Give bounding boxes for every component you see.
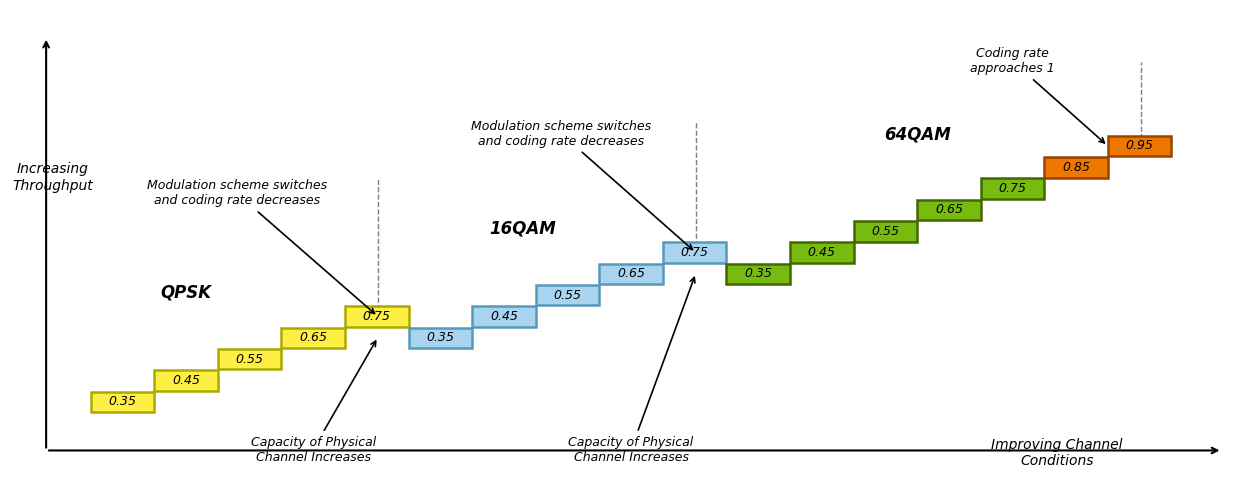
Text: 64QAM: 64QAM — [884, 126, 950, 144]
FancyBboxPatch shape — [217, 349, 282, 369]
FancyBboxPatch shape — [91, 392, 154, 412]
Text: 0.75: 0.75 — [999, 182, 1027, 195]
FancyBboxPatch shape — [790, 242, 853, 263]
Text: QPSK: QPSK — [160, 284, 211, 302]
Text: 0.35: 0.35 — [744, 268, 773, 281]
Text: Modulation scheme switches
and coding rate decreases: Modulation scheme switches and coding ra… — [147, 179, 375, 313]
FancyBboxPatch shape — [472, 306, 535, 327]
FancyBboxPatch shape — [282, 327, 345, 348]
FancyBboxPatch shape — [917, 199, 981, 220]
Text: 0.85: 0.85 — [1062, 161, 1090, 174]
FancyBboxPatch shape — [154, 370, 217, 391]
Text: 0.45: 0.45 — [489, 310, 518, 323]
Text: 0.75: 0.75 — [681, 246, 709, 259]
Text: 16QAM: 16QAM — [489, 220, 556, 238]
Text: Coding rate
approaches 1: Coding rate approaches 1 — [970, 47, 1104, 143]
Text: 0.55: 0.55 — [236, 353, 263, 366]
Text: 0.45: 0.45 — [807, 246, 836, 259]
Text: Improving Channel
Conditions: Improving Channel Conditions — [991, 438, 1123, 468]
FancyBboxPatch shape — [663, 242, 727, 263]
Text: 0.55: 0.55 — [554, 289, 581, 302]
Text: 0.35: 0.35 — [108, 396, 137, 408]
FancyBboxPatch shape — [600, 264, 663, 284]
FancyBboxPatch shape — [1108, 136, 1171, 156]
Text: Modulation scheme switches
and coding rate decreases: Modulation scheme switches and coding ra… — [471, 120, 693, 250]
FancyBboxPatch shape — [727, 264, 790, 284]
FancyBboxPatch shape — [409, 327, 472, 348]
Text: Increasing
Throughput: Increasing Throughput — [12, 162, 93, 193]
Text: 0.65: 0.65 — [617, 268, 645, 281]
Text: 0.75: 0.75 — [363, 310, 391, 323]
FancyBboxPatch shape — [853, 221, 917, 242]
Text: 0.35: 0.35 — [426, 331, 455, 344]
Text: 0.65: 0.65 — [299, 331, 327, 344]
Text: 0.95: 0.95 — [1125, 140, 1154, 153]
FancyBboxPatch shape — [1045, 157, 1108, 178]
Text: 0.45: 0.45 — [171, 374, 200, 387]
Text: 0.65: 0.65 — [935, 203, 963, 216]
FancyBboxPatch shape — [981, 178, 1045, 199]
Text: 0.55: 0.55 — [872, 225, 899, 238]
FancyBboxPatch shape — [535, 285, 600, 305]
Text: Capacity of Physical
Channel Increases: Capacity of Physical Channel Increases — [251, 341, 376, 464]
Text: Capacity of Physical
Channel Increases: Capacity of Physical Channel Increases — [569, 277, 696, 464]
FancyBboxPatch shape — [345, 306, 409, 327]
